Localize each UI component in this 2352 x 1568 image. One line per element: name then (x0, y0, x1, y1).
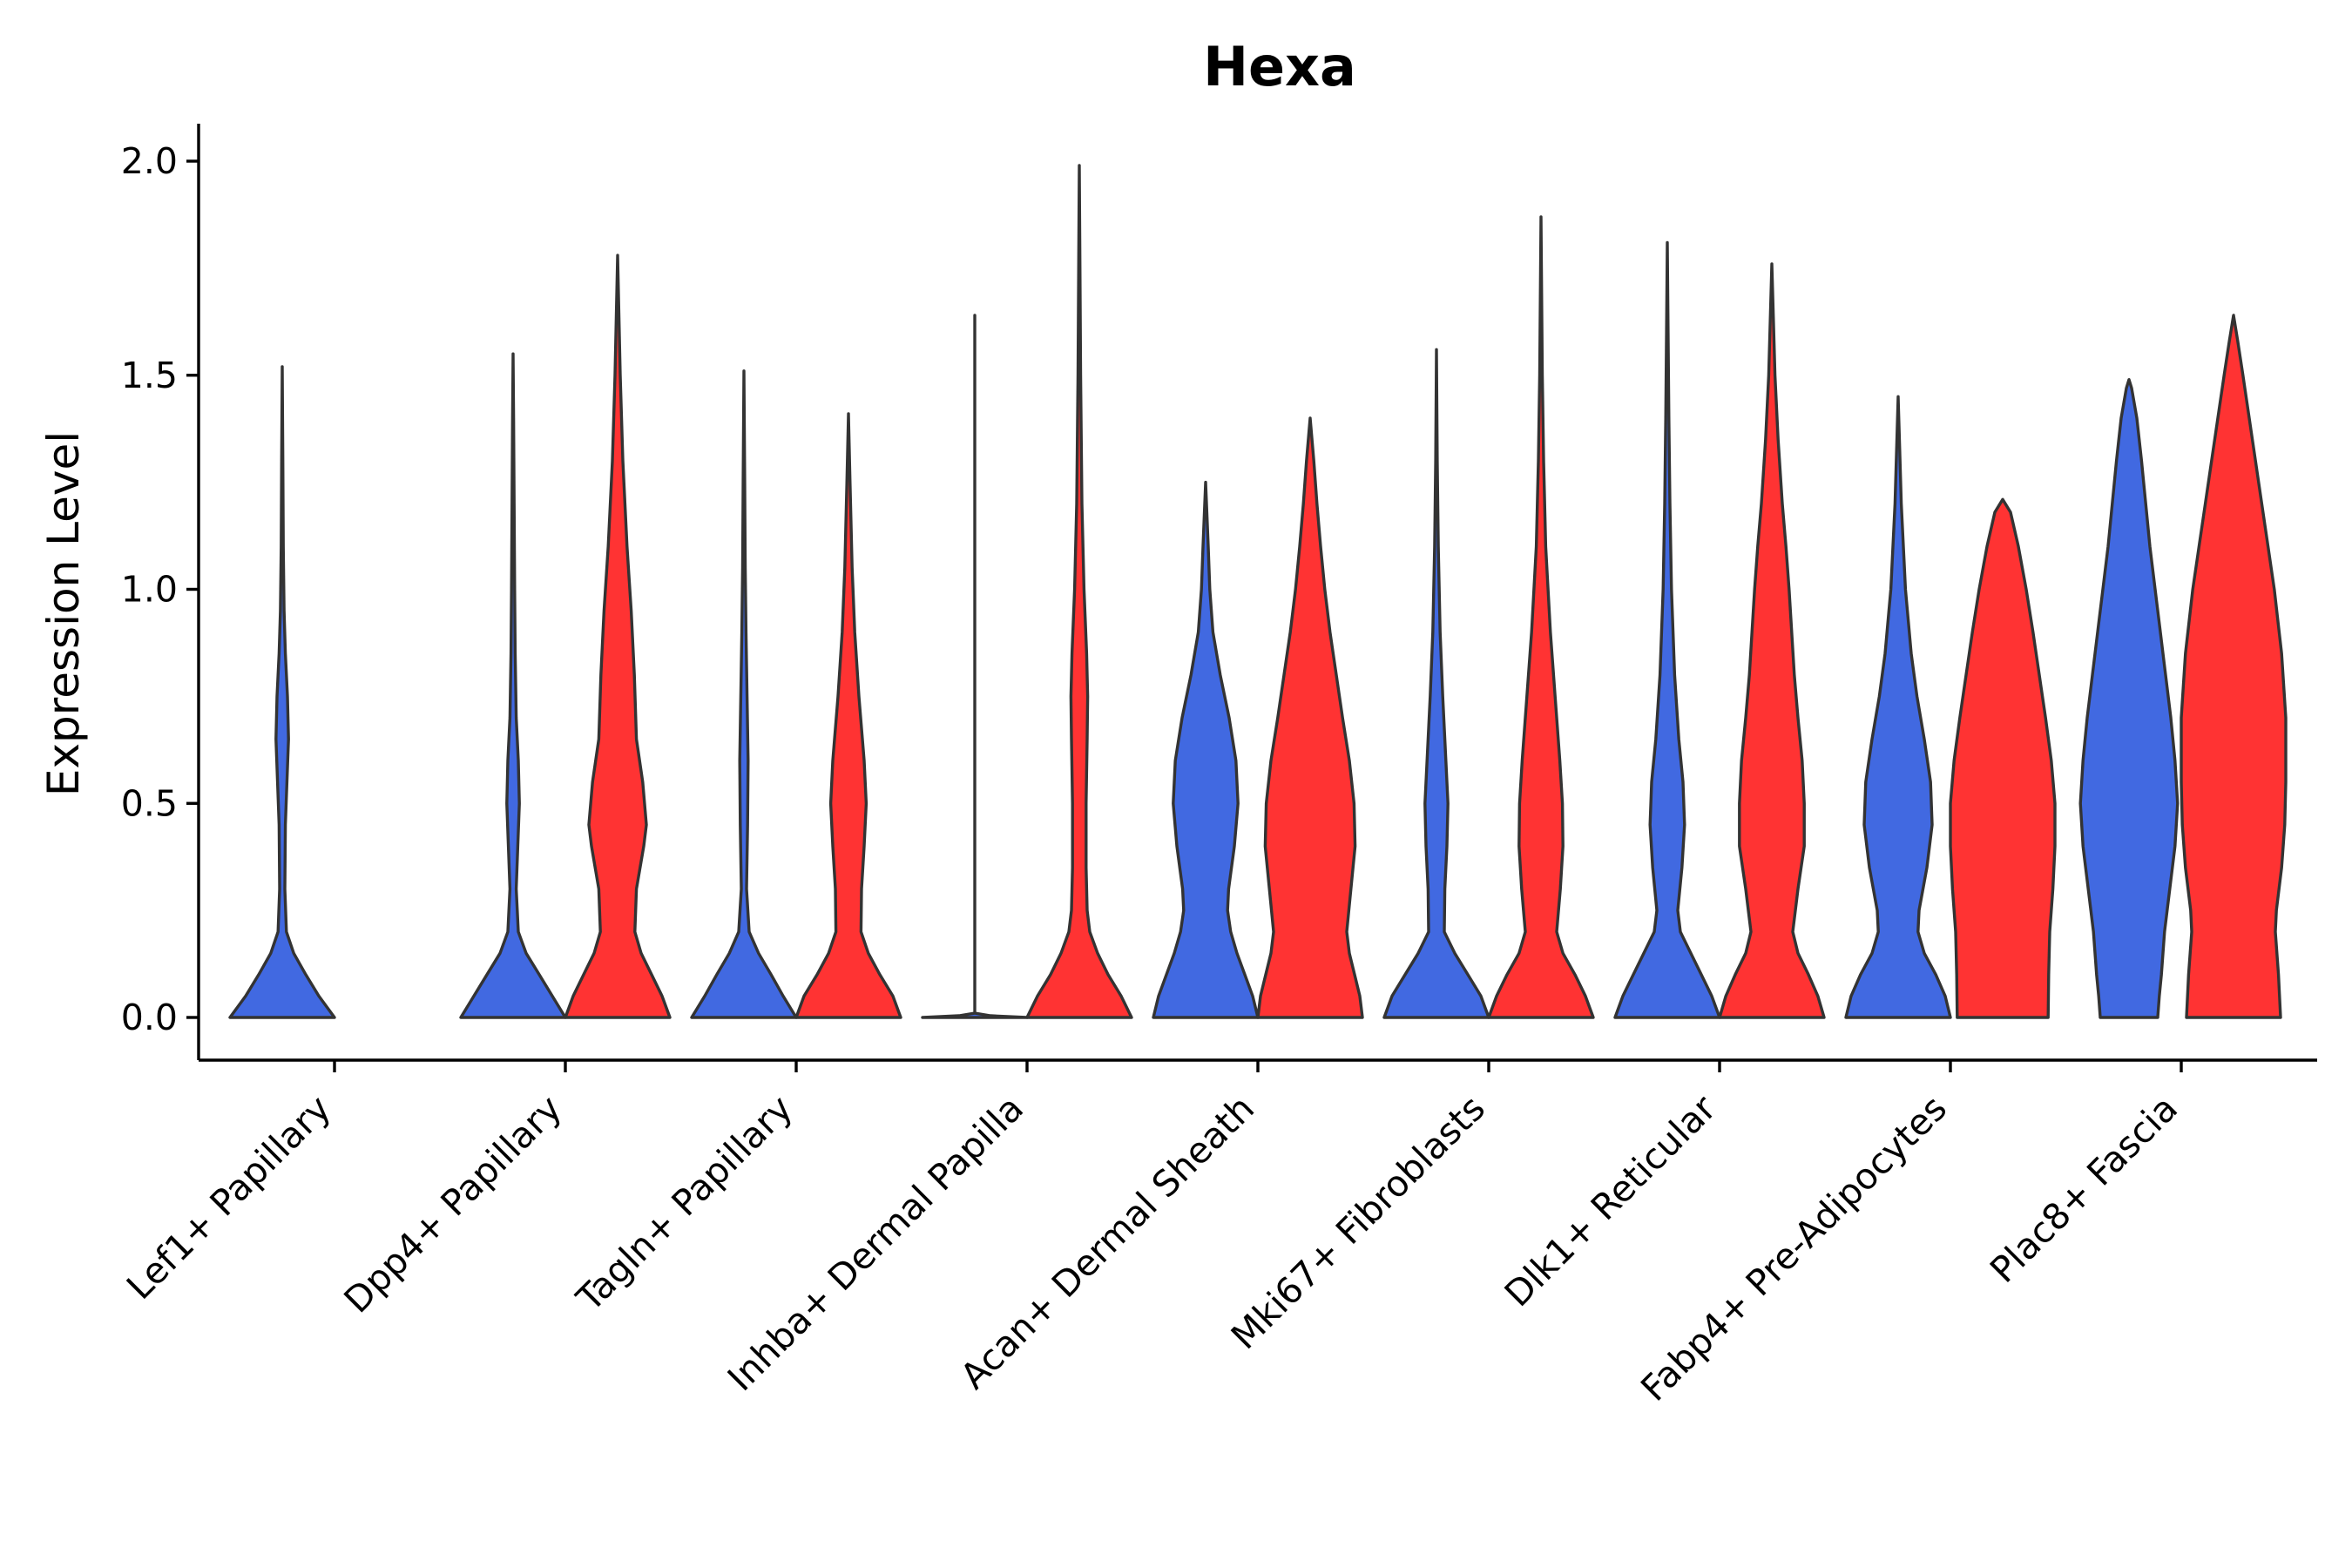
violin-group2-mki67-fibroblasts (1487, 215, 1595, 1019)
chart-title: Hexa (1203, 35, 1356, 98)
violin-group2-dlk1-reticular (1718, 262, 1826, 1019)
x-tick-label-mki67-fibroblasts: Mki67+ Fibroblasts (1223, 1087, 1493, 1357)
violin-group1-mki67-fibroblasts (1382, 348, 1490, 1019)
x-tick-label-dpp4-papillary: Dpp4+ Papillary (336, 1087, 570, 1321)
violin-group2-acan-dermal-sheath (1256, 416, 1364, 1019)
violin-group2-tagln-papillary (794, 412, 902, 1019)
y-axis-label: Expression Level (38, 431, 89, 796)
x-tick-label-lef1-papillary: Lef1+ Papillary (118, 1087, 339, 1308)
violin-group1-fabp4-pre-adipocytes (1844, 395, 1952, 1019)
x-tick-label-plac8-fascia: Plac8+ Fascia (1982, 1087, 2186, 1291)
violin-group2-dpp4-papillary (564, 253, 672, 1019)
violin-group1-lef1-papillary (228, 365, 336, 1019)
y-tick-label: 2.0 (121, 140, 178, 182)
violin-group1-inhba-dermal-papilla (921, 314, 1029, 1019)
y-tick-label: 1.5 (121, 355, 178, 396)
y-tick-label: 0.5 (121, 782, 178, 824)
x-tick-label-dlk1-reticular: Dlk1+ Reticular (1497, 1087, 1724, 1315)
y-tick-label: 1.0 (121, 569, 178, 611)
violin-group2-fabp4-pre-adipocytes (1949, 497, 2057, 1019)
violin-group1-tagln-papillary (690, 369, 798, 1019)
x-tick-label-tagln-papillary: Tagln+ Papillary (568, 1087, 801, 1320)
plot-area (228, 164, 2288, 1019)
violin-group2-inhba-dermal-papilla (1025, 164, 1133, 1019)
y-axis: 0.0 0.5 1.0 1.5 2.0 (121, 124, 200, 1060)
violin-group2-plac8-fascia (2180, 314, 2288, 1019)
violin-group1-plac8-fascia (2078, 378, 2180, 1019)
violin-group1-acan-dermal-sheath (1152, 480, 1260, 1019)
violin-group1-dpp4-papillary (459, 352, 567, 1019)
violin-group1-dlk1-reticular (1613, 240, 1721, 1019)
y-tick-label: 0.0 (121, 997, 178, 1038)
